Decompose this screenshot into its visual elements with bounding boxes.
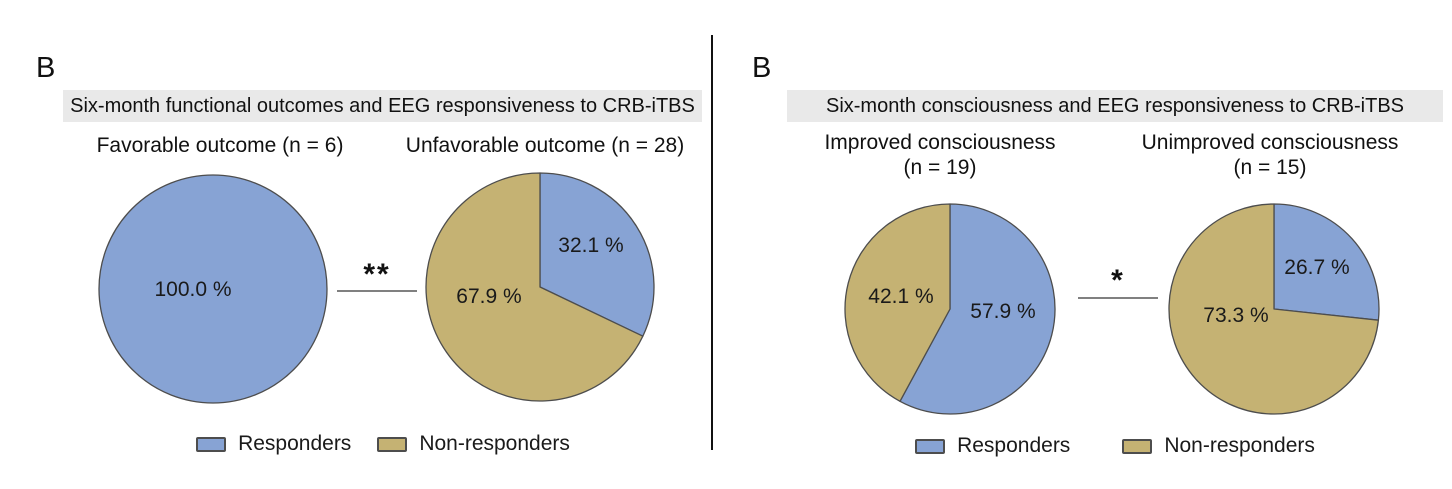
pie-chart-favorable <box>98 174 328 404</box>
pie-title-favorable: Favorable outcome (n = 6) <box>70 133 370 158</box>
legend-item-non-responders: Non-responders <box>377 432 570 456</box>
pie-title-line: Improved consciousness <box>824 131 1056 154</box>
panel-header-left: Six-month functional outcomes and EEG re… <box>63 90 702 122</box>
non-responders-swatch-icon <box>377 436 408 452</box>
pie-slice-responders <box>539 172 655 337</box>
pie-title-line: Unimproved consciousness <box>1141 131 1399 154</box>
legend-label: Responders <box>957 434 1071 457</box>
significance-marker-left: ** <box>363 258 391 291</box>
pie-slice-responders <box>98 174 328 404</box>
pie-title-line: Unfavorable outcome (n = 28) <box>405 134 685 157</box>
pie-title-line: Favorable outcome (n = 6) <box>96 134 344 157</box>
legend-item-responders: Responders <box>196 432 351 456</box>
pie-title-line: (n = 19) <box>903 156 977 179</box>
pie-slice-label: 57.9 % <box>970 300 1036 323</box>
responders-swatch-icon <box>915 438 946 454</box>
legend-item-non-responders: Non-responders <box>1122 434 1315 458</box>
legend-item-responders: Responders <box>915 434 1070 458</box>
pie-slice-label: 32.1 % <box>558 234 624 257</box>
non-responders-swatch-icon <box>1122 438 1153 454</box>
panel-label-right: B <box>752 52 772 84</box>
pie-title-unfavorable: Unfavorable outcome (n = 28) <box>395 133 695 158</box>
significance-line-left <box>337 290 417 292</box>
pie-chart-unfavorable <box>425 172 655 402</box>
legend-left: Responders Non-responders <box>63 432 703 456</box>
pie-title-unimproved: Unimproved consciousness (n = 15) <box>1120 130 1420 180</box>
pie-chart-improved <box>844 203 1056 415</box>
responders-swatch-icon <box>196 436 227 452</box>
pie-slice-non-responders <box>425 172 644 402</box>
legend-right: Responders Non-responders <box>787 434 1443 458</box>
legend-label: Responders <box>238 432 352 455</box>
significance-marker-right: * <box>1111 264 1125 297</box>
pie-title-line: (n = 15) <box>1233 156 1307 179</box>
pie-slice-responders <box>899 203 1056 415</box>
pie-slice-non-responders <box>844 203 951 402</box>
pie-slice-label: 73.3 % <box>1203 304 1269 327</box>
pie-slice-label: 100.0 % <box>154 278 232 301</box>
pie-chart-unimproved <box>1168 203 1380 415</box>
legend-label: Non-responders <box>419 432 570 455</box>
pie-slice-label: 42.1 % <box>868 285 934 308</box>
pie-slice-non-responders <box>1168 203 1380 415</box>
legend-label: Non-responders <box>1164 434 1315 457</box>
pie-title-improved: Improved consciousness (n = 19) <box>790 130 1090 180</box>
panel-divider <box>711 35 713 450</box>
pie-slice-responders <box>1273 203 1380 321</box>
panel-label-left: B <box>36 52 56 84</box>
pie-slice-label: 67.9 % <box>456 285 522 308</box>
pie-slice-label: 26.7 % <box>1284 256 1350 279</box>
significance-line-right <box>1078 297 1158 299</box>
panel-header-right: Six-month consciousness and EEG responsi… <box>787 90 1443 122</box>
